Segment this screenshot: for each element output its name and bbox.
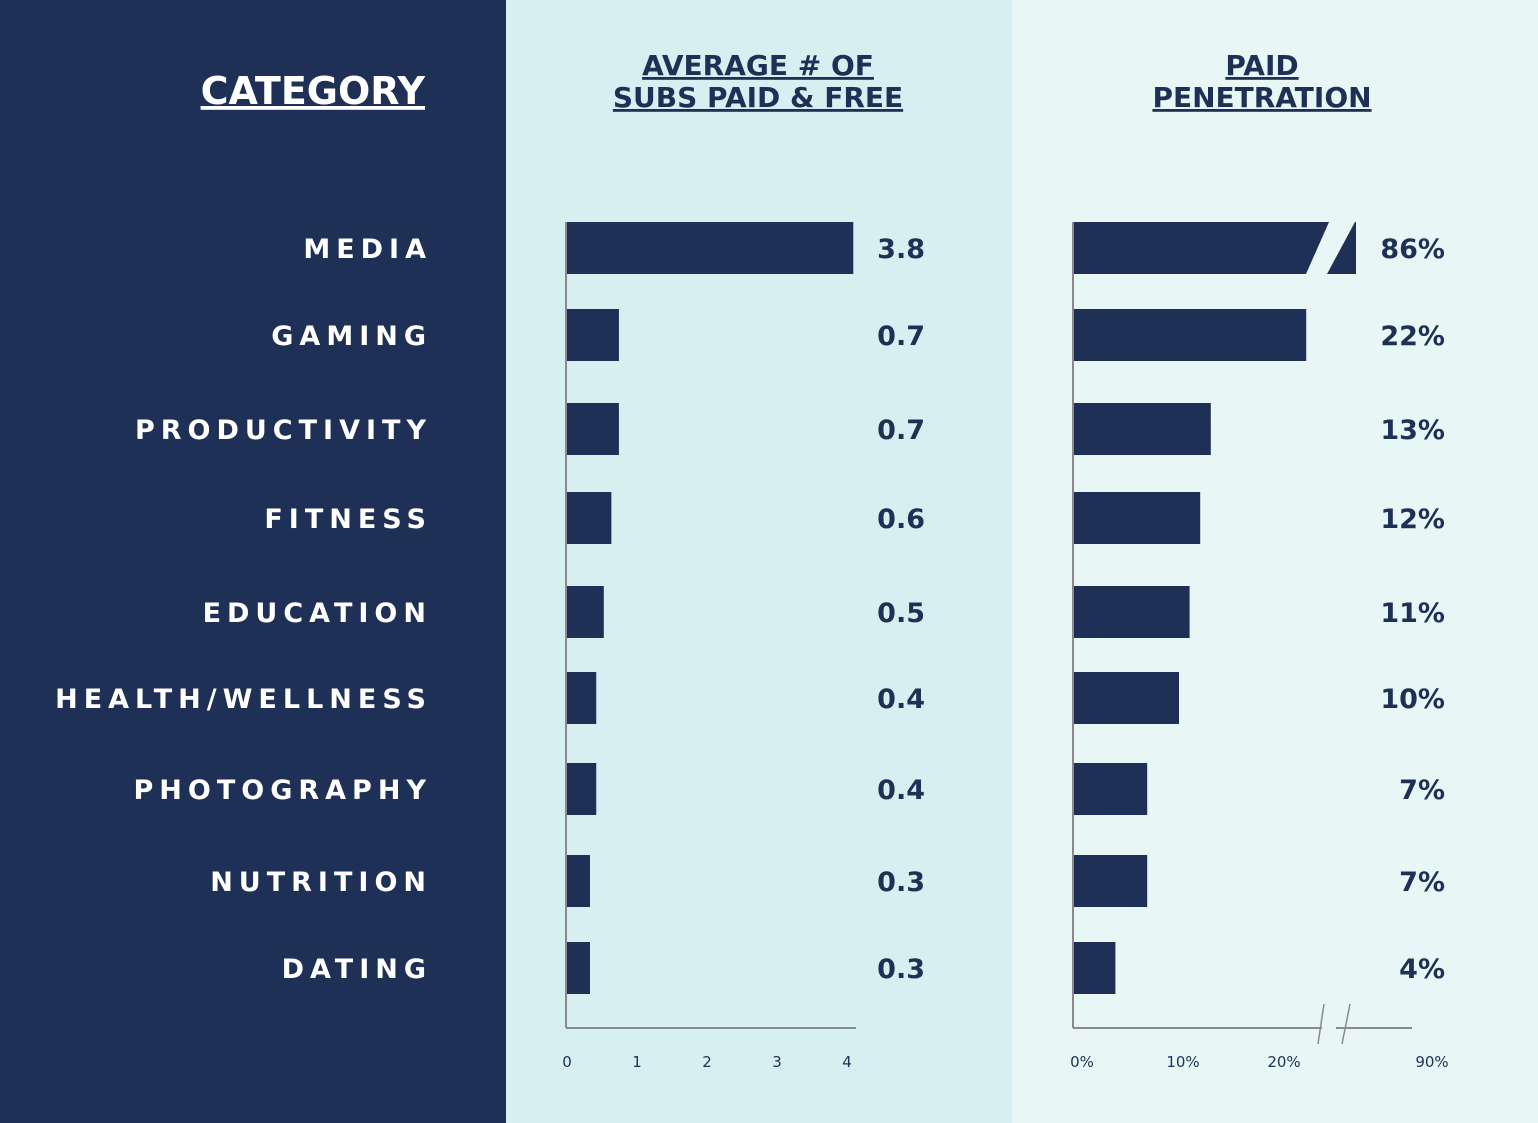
- category-label: FITNESS: [264, 504, 432, 535]
- x-tick-label-average-subs: 2: [702, 1053, 712, 1071]
- bar-average-subs: [566, 586, 604, 638]
- category-label: PRODUCTIVITY: [135, 415, 432, 446]
- category-label: HEALTH/WELLNESS: [55, 684, 432, 715]
- value-label-paid-penetration: 22%: [1380, 321, 1445, 352]
- value-label-average-subs: 0.3: [877, 867, 925, 898]
- bar-paid-penetration: [1073, 942, 1116, 994]
- value-label-paid-penetration: 4%: [1399, 954, 1445, 985]
- x-tick-label-paid-penetration: 10%: [1166, 1053, 1199, 1071]
- bar-paid-penetration: [1073, 492, 1201, 544]
- value-label-paid-penetration: 12%: [1380, 504, 1445, 535]
- value-label-average-subs: 0.4: [877, 775, 925, 806]
- average-subs-header-line1: AVERAGE # OF: [642, 49, 874, 82]
- value-label-average-subs: 3.8: [877, 234, 925, 265]
- x-tick-label-paid-penetration: 90%: [1415, 1053, 1448, 1071]
- value-label-paid-penetration: 10%: [1380, 684, 1445, 715]
- axis-break-mark: [1317, 1003, 1325, 1045]
- value-label-paid-penetration: 86%: [1380, 234, 1445, 265]
- bar-paid-penetration: [1073, 222, 1329, 274]
- paid-penetration-header-line2: PENETRATION: [1152, 81, 1371, 114]
- bar-paid-penetration: [1073, 855, 1148, 907]
- bar-paid-penetration: [1073, 403, 1211, 455]
- value-label-average-subs: 0.3: [877, 954, 925, 985]
- bar-average-subs: [566, 855, 590, 907]
- bar-paid-penetration: [1073, 309, 1307, 361]
- category-header: CATEGORY: [201, 69, 426, 113]
- value-label-average-subs: 0.7: [877, 415, 925, 446]
- value-label-average-subs: 0.7: [877, 321, 925, 352]
- x-tick-label-average-subs: 0: [562, 1053, 572, 1071]
- category-label: EDUCATION: [203, 598, 432, 629]
- bar-average-subs: [566, 763, 597, 815]
- value-label-paid-penetration: 11%: [1380, 598, 1445, 629]
- value-label-average-subs: 0.6: [877, 504, 925, 535]
- value-label-paid-penetration: 7%: [1399, 867, 1445, 898]
- x-tick-label-paid-penetration: 0%: [1070, 1053, 1094, 1071]
- value-label-average-subs: 0.4: [877, 684, 925, 715]
- bar-average-subs: [566, 309, 619, 361]
- category-label: MEDIA: [303, 234, 432, 265]
- paid-penetration-panel: [1012, 0, 1538, 1123]
- category-label: PHOTOGRAPHY: [134, 775, 433, 806]
- category-label: NUTRITION: [210, 867, 432, 898]
- category-label: DATING: [282, 954, 432, 985]
- axis-break-mark: [1341, 1003, 1351, 1045]
- bar-average-subs: [566, 403, 619, 455]
- x-tick-label-average-subs: 4: [842, 1053, 852, 1071]
- bar-average-subs: [566, 222, 854, 274]
- average-subs-header-line2: SUBS PAID & FREE: [613, 81, 903, 114]
- bar-average-subs: [566, 492, 612, 544]
- value-label-paid-penetration: 13%: [1380, 415, 1445, 446]
- x-tick-label-average-subs: 1: [632, 1053, 642, 1071]
- bar-average-subs: [566, 942, 590, 994]
- average-subs-panel: [506, 0, 1012, 1123]
- bar-paid-penetration: [1073, 763, 1148, 815]
- bar-paid-penetration: [1073, 586, 1190, 638]
- bar-paid-penetration-broken-end: [1327, 222, 1356, 274]
- bar-paid-penetration: [1073, 672, 1179, 724]
- x-tick-label-paid-penetration: 20%: [1267, 1053, 1300, 1071]
- value-label-paid-penetration: 7%: [1399, 775, 1445, 806]
- bar-average-subs: [566, 672, 597, 724]
- x-tick-label-average-subs: 3: [772, 1053, 782, 1071]
- category-label: GAMING: [271, 321, 432, 352]
- paid-penetration-header-line1: PAID: [1225, 49, 1298, 82]
- value-label-average-subs: 0.5: [877, 598, 925, 629]
- category-panel: [0, 0, 506, 1123]
